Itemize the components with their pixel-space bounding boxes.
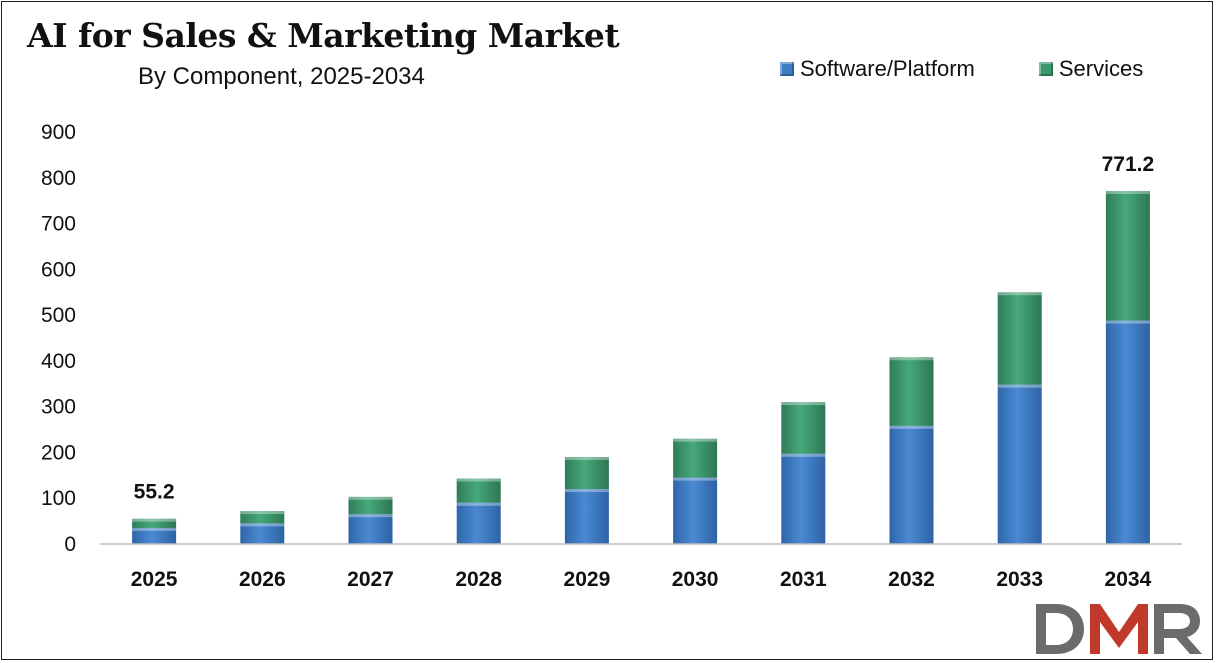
- bar-segment-services: [456, 478, 501, 503]
- x-tick-label: 2033: [996, 568, 1043, 591]
- bar-segment-software: [348, 514, 393, 544]
- y-tick-label: 200: [41, 441, 76, 464]
- y-tick-label: 500: [41, 304, 76, 327]
- x-tick-label: 2032: [888, 568, 935, 591]
- x-axis: 2025 2026 2027 2028 2029 2030 2031 2032 2033 2034: [100, 543, 1182, 591]
- x-tick-label: 2027: [347, 568, 394, 591]
- y-tick-label: 400: [41, 350, 76, 373]
- bar-segment-services: [564, 457, 609, 490]
- bar-segment-software: [889, 425, 934, 544]
- y-tick-label: 0: [64, 533, 76, 556]
- x-tick-label: 2026: [239, 568, 286, 591]
- chart-title: AI for Sales & Marketing Market: [27, 16, 620, 55]
- dmr-logo: [1036, 604, 1202, 654]
- bar-segment-software: [132, 527, 177, 544]
- bar-segment-software: [564, 489, 609, 544]
- legend-swatch-software: [780, 62, 794, 76]
- total-data-label: 55.2: [134, 481, 175, 504]
- bar-segment-software: [456, 502, 501, 544]
- y-tick-label: 900: [41, 121, 76, 144]
- y-tick-label: 800: [41, 167, 76, 190]
- legend-item-software: Software/Platform: [780, 56, 975, 82]
- chart-subtitle: By Component, 2025-2034: [138, 63, 425, 90]
- bar-segment-services: [132, 518, 177, 528]
- x-tick-label: 2030: [672, 568, 719, 591]
- bars: [132, 190, 1150, 544]
- legend-label-software: Software/Platform: [800, 56, 975, 81]
- bar-segment-software: [781, 453, 826, 544]
- x-tick-label: 2031: [780, 568, 827, 591]
- bar-segment-services: [348, 496, 393, 515]
- bar-segment-software: [997, 384, 1042, 544]
- legend-item-services: Services: [1038, 56, 1144, 82]
- x-tick-label: 2028: [455, 568, 502, 591]
- bar-segment-software: [1105, 320, 1150, 544]
- bar-segment-services: [781, 402, 826, 454]
- legend: Software/Platform Services: [780, 56, 1143, 82]
- x-tick-label: 2034: [1105, 568, 1152, 591]
- bar-segment-services: [1105, 190, 1150, 321]
- legend-swatch-services: [1038, 62, 1053, 76]
- total-data-label: 771.2: [1102, 153, 1155, 176]
- y-tick-label: 600: [41, 258, 76, 281]
- bar-segment-software: [673, 477, 718, 544]
- bar-segment-services: [673, 438, 718, 478]
- y-axis: 0 100 200 300 400 500 600 700 800 900: [41, 121, 76, 556]
- x-tick-label: 2025: [131, 568, 178, 591]
- x-tick-label: 2029: [564, 568, 611, 591]
- bar-segment-services: [997, 292, 1042, 385]
- data-labels: 55.2 771.2: [134, 153, 1155, 504]
- bar-segment-software: [240, 523, 285, 544]
- y-tick-label: 300: [41, 396, 76, 419]
- y-tick-label: 100: [41, 487, 76, 510]
- y-tick-label: 700: [41, 213, 76, 236]
- bar-segment-services: [889, 357, 934, 426]
- legend-label-services: Services: [1058, 56, 1144, 81]
- bar-segment-services: [240, 511, 285, 524]
